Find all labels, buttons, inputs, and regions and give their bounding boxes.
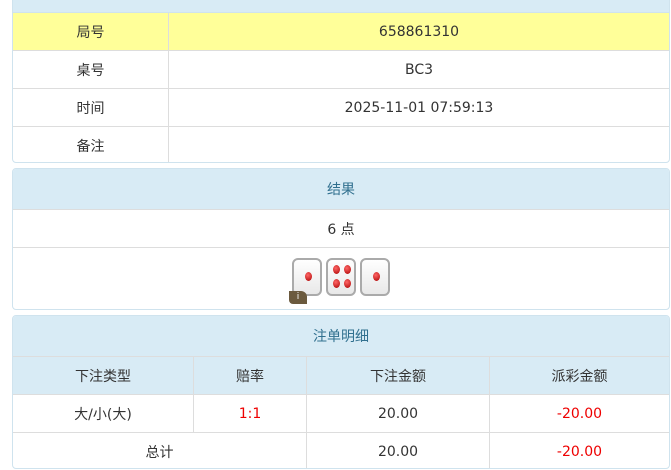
payout: -20.00 (556, 405, 603, 422)
bet-type: 大/小(大) (13, 395, 194, 432)
label: 局号 (13, 13, 169, 50)
col-header: 下注类型 (13, 357, 194, 394)
table-number: BC3 (404, 61, 434, 78)
bet-title: 注单明细 (13, 316, 669, 356)
col-header: 下注金额 (307, 357, 490, 394)
pip (333, 265, 340, 274)
points-row: 6 点 (13, 209, 669, 247)
pip (344, 265, 351, 274)
round-row: 局号 658861310 (13, 12, 669, 50)
info-icon[interactable]: i (289, 291, 307, 304)
result-title: 结果 (13, 169, 669, 209)
round-number: 658861310 (378, 23, 460, 40)
remark-row: 备注 (13, 126, 669, 162)
time-row: 时间 2025-11-01 07:59:13 (13, 88, 669, 126)
odds: 1:1 (194, 395, 307, 432)
total-payout: -20.00 (556, 443, 603, 460)
bet-panel: 注单明细 下注类型 赔率 下注金额 派彩金额 大/小(大) 1:1 20.00 … (12, 315, 670, 469)
pip (333, 279, 340, 288)
label: 时间 (13, 89, 169, 126)
total-row: 总计 20.00 -20.00 (13, 432, 669, 468)
panel-header (13, 0, 669, 12)
pip (344, 279, 351, 288)
total-label: 总计 (13, 433, 307, 468)
die-1 (292, 258, 322, 296)
col-header: 赔率 (194, 357, 307, 394)
pip (373, 272, 380, 281)
bet-row: 大/小(大) 1:1 20.00 -20.00 (13, 394, 669, 432)
table-row: 桌号 BC3 (13, 50, 669, 88)
points: 6 点 (327, 221, 355, 238)
col-header: 派彩金额 (551, 368, 608, 385)
dice-group: i (289, 258, 392, 304)
result-panel: 结果 6 点 i (12, 168, 670, 310)
bet-amount: 20.00 (307, 395, 490, 432)
label: 桌号 (13, 51, 169, 88)
pip (305, 272, 312, 281)
die-1 (360, 258, 390, 296)
info-panel: 局号 658861310 桌号 BC3 时间 2025-11-01 07:59:13 … (12, 0, 670, 163)
label: 备注 (13, 127, 169, 162)
dice-row: i (13, 247, 669, 309)
remark-value (169, 127, 669, 162)
bet-header-row: 下注类型 赔率 下注金额 派彩金额 (13, 356, 669, 394)
die-4 (326, 258, 356, 296)
time-value: 2025-11-01 07:59:13 (344, 99, 494, 116)
total-amount: 20.00 (307, 433, 490, 468)
